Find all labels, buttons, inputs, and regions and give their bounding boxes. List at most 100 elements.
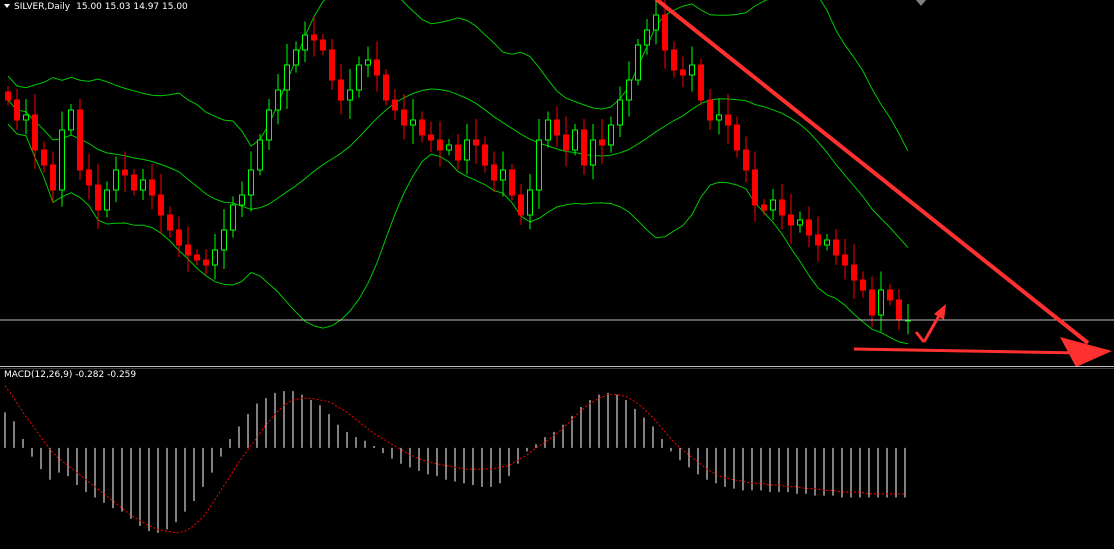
bull-candle [878, 289, 884, 316]
bear-candle [833, 239, 839, 256]
bull-candle [23, 114, 29, 121]
bear-candle [95, 184, 101, 211]
macd-main-value: -0.282 [75, 370, 105, 380]
bull-candle [347, 89, 353, 101]
bull-candle [572, 129, 578, 151]
bear-candle [680, 69, 686, 76]
bull-candle [536, 139, 542, 191]
bear-candle [311, 34, 317, 41]
macd-signal-value: -0.259 [107, 370, 137, 380]
downtrend-line [654, 0, 1090, 345]
bull-candle [356, 64, 362, 91]
bear-candle [383, 74, 389, 101]
bear-candle [743, 149, 749, 171]
bear-candle [563, 134, 569, 151]
bull-candle [140, 179, 146, 191]
bull-candle [500, 169, 506, 181]
bear-candle [473, 139, 479, 146]
symbol-header[interactable]: SILVER,Daily 15.00 15.03 14.97 15.00 [4, 2, 188, 13]
bear-candle [788, 214, 794, 226]
macd-panel [4, 385, 906, 534]
bear-candle [392, 99, 398, 111]
bull-candle [527, 189, 533, 216]
bear-candle [725, 114, 731, 126]
bounce-arrow-tail [914, 331, 926, 343]
macd-indicator-name: MACD(12,26,9) [4, 370, 73, 380]
bull-candle [284, 64, 290, 91]
bear-candle [896, 299, 902, 321]
bear-candle [779, 199, 785, 216]
bull-candle [770, 199, 776, 211]
macd-signal-line [4, 385, 905, 534]
bollinger-lower-line [7, 123, 909, 345]
bull-candle [716, 114, 722, 121]
bull-candle [113, 169, 119, 191]
bull-candle [797, 219, 803, 226]
bounce-arrow-shaft [922, 313, 942, 343]
bull-candle [302, 34, 308, 51]
bear-candle [455, 144, 461, 161]
bull-candle [230, 204, 236, 231]
bear-candle [86, 169, 92, 186]
bear-candle [77, 109, 83, 171]
bear-candle [374, 59, 380, 76]
bull-candle [626, 79, 632, 101]
bull-candle [212, 249, 218, 266]
bear-candle [131, 174, 137, 191]
ohlc-readout: 15.00 15.03 14.97 15.00 [76, 2, 188, 12]
bull-candle [689, 64, 695, 76]
bear-candle [860, 279, 866, 291]
bear-candle [734, 124, 740, 151]
bear-candle [428, 134, 434, 141]
bear-candle [41, 149, 47, 166]
bear-candle [158, 194, 164, 216]
bear-candle [581, 129, 587, 166]
bollinger-upper-line [7, 0, 909, 152]
bear-candle [167, 214, 173, 231]
bear-candle [401, 109, 407, 126]
bull-candle [617, 99, 623, 126]
bull-candle [266, 109, 272, 141]
bear-candle [815, 234, 821, 246]
bear-candle [887, 289, 893, 301]
bear-candle [707, 99, 713, 121]
bear-candle [518, 194, 524, 216]
bear-candle [122, 169, 128, 176]
bear-candle [176, 229, 182, 246]
bear-candle [185, 244, 191, 256]
bear-candle [851, 264, 857, 281]
bear-candle [482, 144, 488, 166]
bull-candle [239, 194, 245, 206]
annotations [0, 0, 1114, 367]
bear-candle [842, 254, 848, 266]
bollinger-middle-line [7, 88, 909, 248]
bear-candle [437, 139, 443, 151]
support-line [853, 347, 1083, 355]
bear-candle [320, 39, 326, 51]
bull-candle [824, 239, 830, 246]
bull-candle [59, 129, 65, 191]
bear-candle [194, 254, 200, 261]
bull-candle [653, 14, 659, 31]
symbol-label: SILVER,Daily [14, 2, 71, 12]
bull-candle [644, 29, 650, 46]
shift-marker-icon [916, 0, 926, 6]
bear-candle [761, 204, 767, 211]
bull-candle [635, 44, 641, 81]
chevron-down-icon[interactable] [4, 3, 10, 8]
bear-candle [329, 49, 335, 81]
bear-candle [338, 79, 344, 101]
bear-candle [149, 179, 155, 196]
bull-candle [365, 59, 371, 66]
bear-candle [5, 91, 11, 101]
bear-candle [14, 99, 20, 121]
bear-candle [509, 169, 515, 196]
bear-candle [32, 114, 38, 151]
bear-candle [662, 14, 668, 51]
bear-candle [806, 219, 812, 236]
bull-candle [446, 144, 452, 151]
bear-candle [50, 164, 56, 191]
bear-candle [869, 289, 875, 316]
bull-candle [608, 124, 614, 146]
